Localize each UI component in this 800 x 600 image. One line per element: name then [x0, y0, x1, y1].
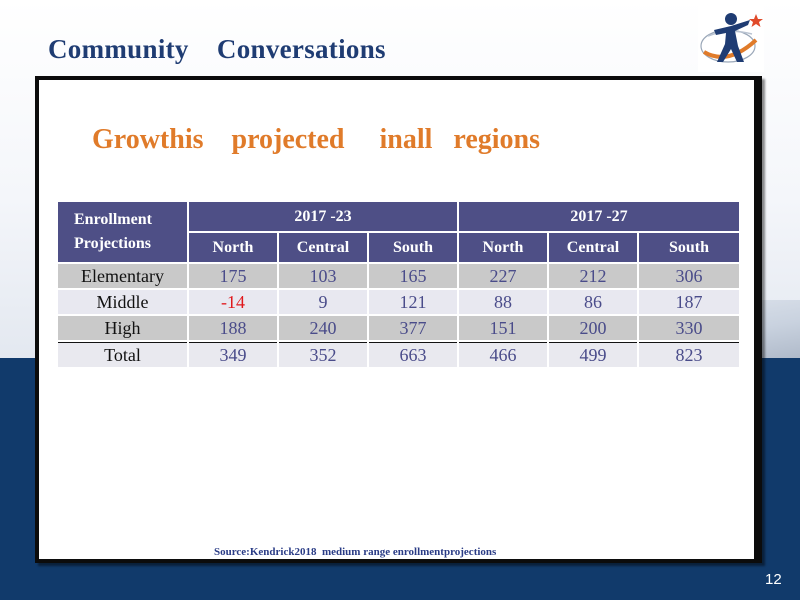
- page-title: Community Conversations: [48, 34, 386, 64]
- table-cell-negative: -14: [189, 290, 277, 314]
- table-cell: 175: [189, 264, 277, 288]
- row-label: Elementary: [58, 264, 187, 288]
- table-cell: 86: [549, 290, 637, 314]
- table-cell: 377: [369, 316, 457, 340]
- column-header: North: [189, 233, 277, 262]
- group-header: 2017 -23: [189, 202, 457, 231]
- table-cell: 352: [279, 342, 367, 367]
- table-row-total: Total 349 352 663 466 499 823: [58, 342, 739, 367]
- table-row: High 188 240 377 151 200 330: [58, 316, 739, 340]
- table-cell: 306: [639, 264, 739, 288]
- table-cell: 227: [459, 264, 547, 288]
- slide-number: 12: [765, 571, 782, 588]
- row-label: Middle: [58, 290, 187, 314]
- table-cell: 9: [279, 290, 367, 314]
- content-card: Growthis projected inall regions Enrollm…: [35, 76, 762, 563]
- table-cell: 121: [369, 290, 457, 314]
- table-cell: 88: [459, 290, 547, 314]
- column-header: South: [369, 233, 457, 262]
- figure-with-star-logo-icon: [698, 6, 764, 72]
- corner-label-line2: Projections: [74, 235, 152, 252]
- corner-label-line1: Enrollment: [74, 211, 152, 228]
- column-header: North: [459, 233, 547, 262]
- table-cell: 103: [279, 264, 367, 288]
- table-cell: 330: [639, 316, 739, 340]
- source-note: Source:Kendrick2018 medium range enrollm…: [214, 546, 497, 558]
- row-label: Total: [58, 342, 187, 367]
- headline: Growthis projected inall regions: [92, 124, 540, 155]
- table-cell: 187: [639, 290, 739, 314]
- table-row: Elementary 175 103 165 227 212 306: [58, 264, 739, 288]
- table-cell: 823: [639, 342, 739, 367]
- table-cell: 165: [369, 264, 457, 288]
- table-cell: 200: [549, 316, 637, 340]
- table-cell: 349: [189, 342, 277, 367]
- row-label: High: [58, 316, 187, 340]
- table-cell: 663: [369, 342, 457, 367]
- corner-header: Enrollment Projections: [58, 202, 187, 262]
- table-row: Middle -14 9 121 88 86 187: [58, 290, 739, 314]
- column-header: Central: [279, 233, 367, 262]
- table-cell: 151: [459, 316, 547, 340]
- table-cell: 240: [279, 316, 367, 340]
- card-edge: [754, 80, 758, 559]
- table-cell: 212: [549, 264, 637, 288]
- table-cell: 466: [459, 342, 547, 367]
- column-header: Central: [549, 233, 637, 262]
- enrollment-table: Enrollment Projections 2017 -23 2017 -27…: [56, 200, 741, 369]
- table-cell: 188: [189, 316, 277, 340]
- column-header: South: [639, 233, 739, 262]
- group-header: 2017 -27: [459, 202, 739, 231]
- table-cell: 499: [549, 342, 637, 367]
